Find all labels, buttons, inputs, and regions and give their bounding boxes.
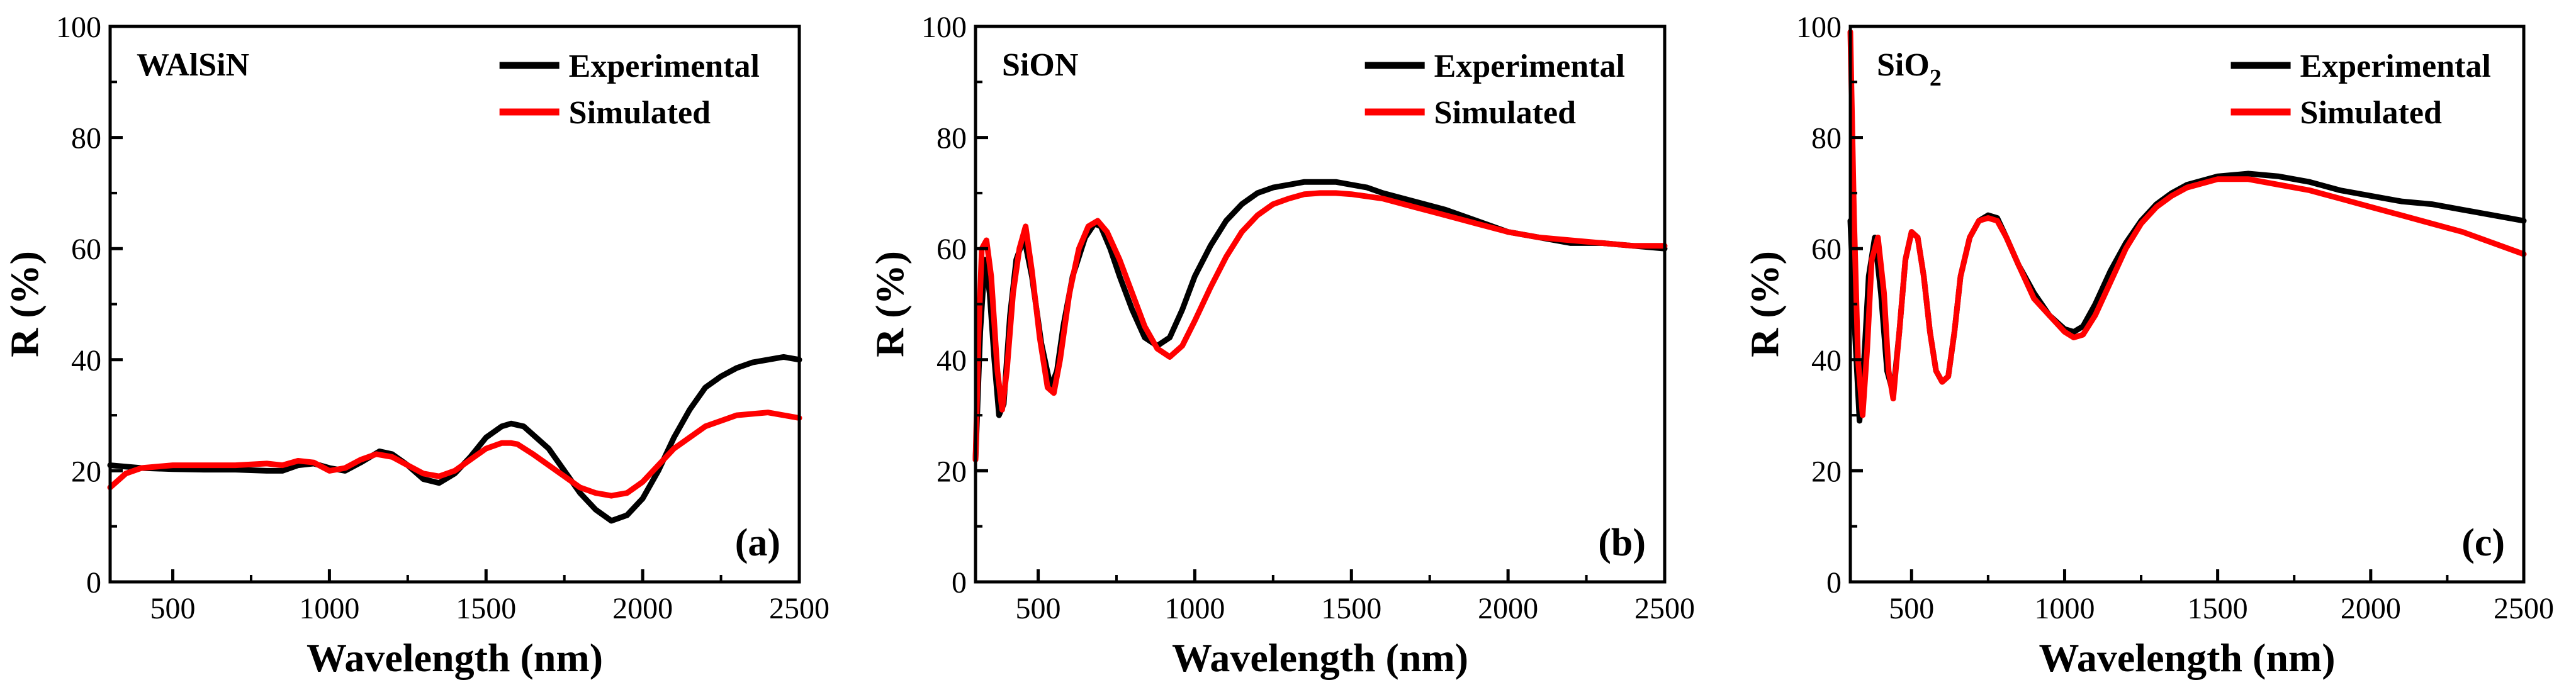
y-axis-title: R (%) bbox=[1742, 251, 1787, 357]
y-tick-label: 40 bbox=[936, 344, 967, 377]
legend-label-experimental: Experimental bbox=[2300, 48, 2491, 84]
panel-a: 500 1000 1500 2000 2500 0 20 40 60 80 100 Wavelengt… bbox=[2, 11, 830, 680]
series-line-simulated bbox=[972, 190, 1668, 463]
y-tick-label: 20 bbox=[71, 455, 101, 488]
sample-label-subscript: 2 bbox=[1930, 65, 1942, 91]
panel-label: (b) bbox=[1598, 521, 1646, 564]
legend-label-simulated: Simulated bbox=[1434, 95, 1576, 131]
x-tick-label: 1000 bbox=[2034, 592, 2095, 625]
sample-label: SiON bbox=[1002, 47, 1078, 83]
y-tick-label: 100 bbox=[56, 11, 101, 44]
y-tick-label: 40 bbox=[71, 344, 101, 377]
x-tick-label: 2000 bbox=[612, 592, 673, 625]
sample-label-text: WAlSiN bbox=[137, 47, 249, 83]
x-axis-title: Wavelength (nm) bbox=[307, 635, 603, 680]
x-tick-label: 500 bbox=[150, 592, 196, 625]
y-tick-label: 80 bbox=[1811, 122, 1842, 155]
sample-label: SiO2 bbox=[1877, 47, 1942, 91]
x-axis-title: Wavelength (nm) bbox=[1172, 635, 1468, 680]
panel-b: 500 1000 1500 2000 2500 0 20 40 60 80 100 Wavelengt… bbox=[867, 11, 1695, 680]
legend-label-experimental: Experimental bbox=[1434, 48, 1625, 84]
y-tick-label: 100 bbox=[1796, 11, 1842, 44]
legend-label-experimental: Experimental bbox=[569, 48, 760, 84]
sample-label: WAlSiN bbox=[137, 47, 249, 83]
legend-label-simulated: Simulated bbox=[569, 95, 711, 131]
y-tick-label: 80 bbox=[71, 122, 101, 155]
x-tick-label: 2000 bbox=[2341, 592, 2401, 625]
y-tick-label: 60 bbox=[936, 233, 967, 266]
y-tick-label: 100 bbox=[921, 11, 967, 44]
panel-c: 500 1000 1500 2000 2500 0 20 40 60 80 100 Wavelengt… bbox=[1742, 11, 2554, 680]
series-line-experimental bbox=[107, 354, 802, 524]
x-tick-label: 2500 bbox=[769, 592, 830, 625]
series-line-experimental bbox=[1847, 170, 2527, 424]
y-tick-label: 0 bbox=[952, 566, 967, 599]
x-tick-label: 2500 bbox=[2494, 592, 2554, 625]
series-line-simulated bbox=[107, 410, 802, 499]
x-tick-label: 1500 bbox=[1321, 592, 1381, 625]
x-tick-label: 1500 bbox=[2188, 592, 2248, 625]
x-tick-label: 2000 bbox=[1478, 592, 1538, 625]
series-line-simulated bbox=[1847, 29, 2527, 418]
panel-label: (a) bbox=[735, 521, 780, 564]
y-tick-label: 20 bbox=[1811, 455, 1842, 488]
panel-label: (c) bbox=[2461, 521, 2505, 564]
y-tick-label: 0 bbox=[86, 566, 101, 599]
y-axis-title: R (%) bbox=[867, 251, 912, 357]
y-tick-label: 60 bbox=[71, 233, 101, 266]
series-line-experimental bbox=[972, 179, 1668, 463]
x-tick-label: 500 bbox=[1889, 592, 1934, 625]
y-tick-label: 0 bbox=[1826, 566, 1842, 599]
sample-label-text: SiON bbox=[1002, 47, 1078, 83]
x-tick-label: 2500 bbox=[1634, 592, 1695, 625]
sample-label-text: SiO bbox=[1877, 47, 1930, 83]
x-tick-label: 1000 bbox=[299, 592, 359, 625]
y-tick-label: 40 bbox=[1811, 344, 1842, 377]
x-tick-label: 500 bbox=[1016, 592, 1061, 625]
x-tick-label: 1000 bbox=[1164, 592, 1225, 625]
y-tick-label: 80 bbox=[936, 122, 967, 155]
y-tick-label: 60 bbox=[1811, 233, 1842, 266]
legend-label-simulated: Simulated bbox=[2300, 95, 2442, 131]
y-tick-label: 20 bbox=[936, 455, 967, 488]
x-axis-title: Wavelength (nm) bbox=[2039, 635, 2335, 680]
y-axis-title: R (%) bbox=[2, 251, 47, 357]
x-tick-label: 1500 bbox=[456, 592, 516, 625]
